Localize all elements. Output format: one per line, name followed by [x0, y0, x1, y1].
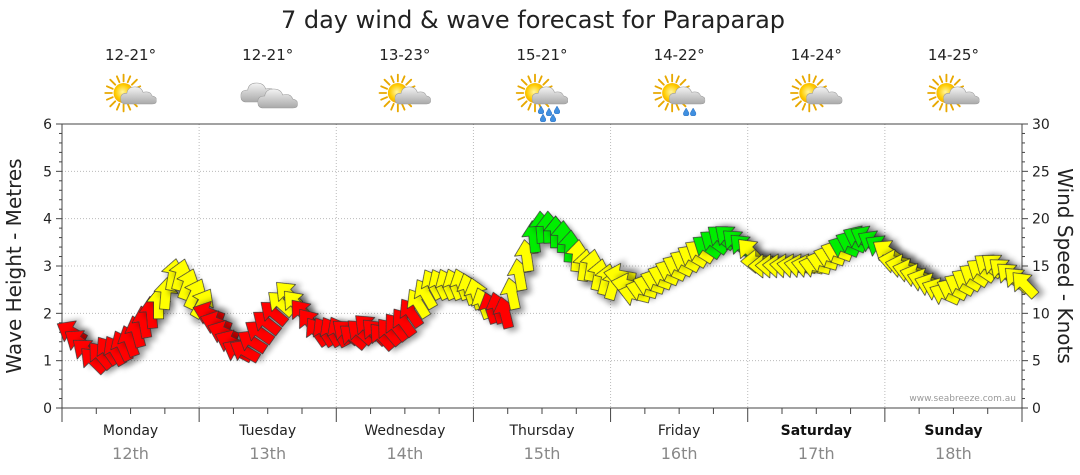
temp-range: 14-24°: [791, 46, 842, 64]
right-tick-label: 20: [1032, 212, 1050, 228]
day-name-monday: Monday: [103, 423, 158, 439]
left-tick-label: 4: [43, 212, 52, 228]
temp-range: 15-21°: [516, 46, 567, 64]
right-tick-label: 25: [1032, 164, 1050, 180]
day-date: 16th: [661, 444, 698, 463]
showers-icon: [515, 73, 568, 122]
day-headers: 12-21° 12-21° 13-23° 15-21° 14-22° 14-24° 14-2…: [104, 46, 980, 122]
partly-cloudy-icon: [790, 73, 843, 113]
wind-arrows: [56, 210, 1040, 376]
temp-range: 14-25°: [928, 46, 979, 64]
right-tick-label: 30: [1032, 117, 1050, 133]
day-date: 13th: [249, 444, 286, 463]
right-tick-label: 15: [1032, 259, 1050, 275]
shower-icon: [652, 73, 706, 116]
left-tick-label: 1: [43, 354, 52, 370]
left-tick-label: 0: [43, 401, 52, 417]
right-tick-label: 0: [1032, 401, 1041, 417]
left-axis-title: Wave Height - Metres: [2, 158, 26, 373]
partly-cloudy-icon: [104, 73, 157, 113]
chart-title: 7 day wind & wave forecast for Paraparap: [281, 6, 785, 34]
left-tick-label: 6: [43, 117, 52, 133]
grid-lines: [62, 124, 1022, 408]
day-labels: Monday 12th Tuesday 13th Wednesday 14th Thursd…: [103, 423, 983, 463]
wind-arrow: [1012, 272, 1040, 300]
day-date: 12th: [112, 444, 149, 463]
right-tick-label: 5: [1032, 354, 1041, 370]
day-date: 18th: [935, 444, 972, 463]
temp-range: 14-22°: [654, 46, 705, 64]
credit-text: www.seabreeze.com.au: [909, 394, 1016, 404]
left-tick-label: 2: [43, 306, 52, 322]
day-name-wednesday: Wednesday: [364, 423, 445, 439]
bottom-axis-ticks: [61, 408, 1023, 422]
day-name-sunday: Sunday: [924, 423, 982, 439]
right-tick-label: 10: [1032, 306, 1050, 322]
temp-range: 13-23°: [379, 46, 430, 64]
left-tick-label: 3: [43, 259, 52, 275]
temp-range: 12-21°: [105, 46, 156, 64]
day-name-saturday: Saturday: [781, 423, 852, 439]
day-date: 17th: [798, 444, 835, 463]
day-name-tuesday: Tuesday: [238, 423, 296, 439]
right-axis-ticks: 0 5 10 15 20 25 30: [1022, 117, 1050, 417]
cloudy-icon: [240, 82, 298, 109]
day-name-friday: Friday: [658, 423, 700, 439]
left-tick-label: 5: [43, 164, 52, 180]
right-axis-title: Wind Speed - Knots: [1053, 168, 1077, 364]
left-axis-ticks: 0 1 2 3 4 5 6: [43, 117, 62, 417]
day-date: 15th: [524, 444, 561, 463]
partly-cloudy-icon: [378, 73, 431, 113]
temp-range: 12-21°: [242, 46, 293, 64]
day-name-thursday: Thursday: [508, 423, 574, 439]
partly-cloudy-icon: [927, 73, 980, 113]
day-date: 14th: [386, 444, 423, 463]
